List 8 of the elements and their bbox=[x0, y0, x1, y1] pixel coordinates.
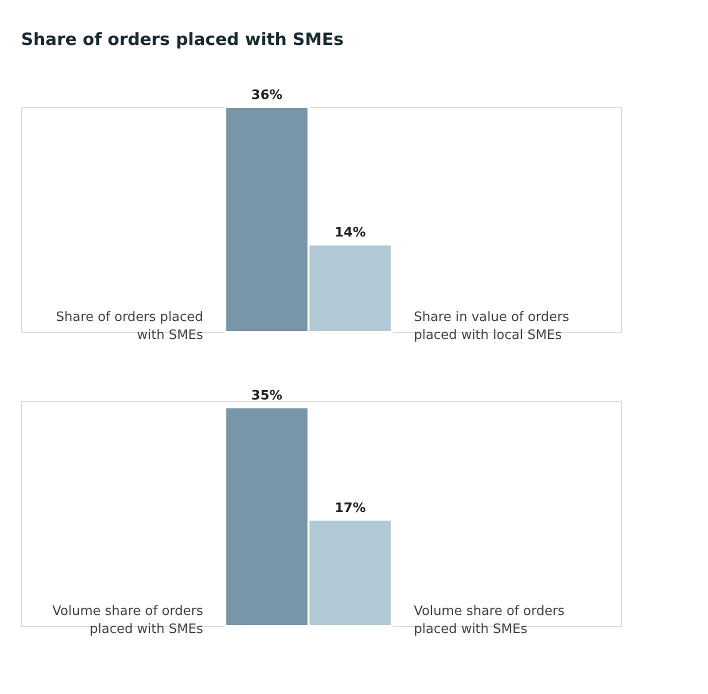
data-label: 17% bbox=[334, 500, 366, 516]
data-label: 36% bbox=[251, 88, 282, 103]
x-tick-label: Volume share of orders placed with SMEs bbox=[414, 604, 565, 637]
x-tick-label: Volume share of orders placed with SMEs bbox=[52, 604, 204, 637]
data-label: 14% bbox=[334, 226, 366, 240]
chart-title: Share of orders placed with SMEs bbox=[21, 30, 344, 50]
data-label: 35% bbox=[251, 388, 282, 404]
x-tick-label: Share in value of orders placed with local SMEs bbox=[414, 310, 570, 343]
